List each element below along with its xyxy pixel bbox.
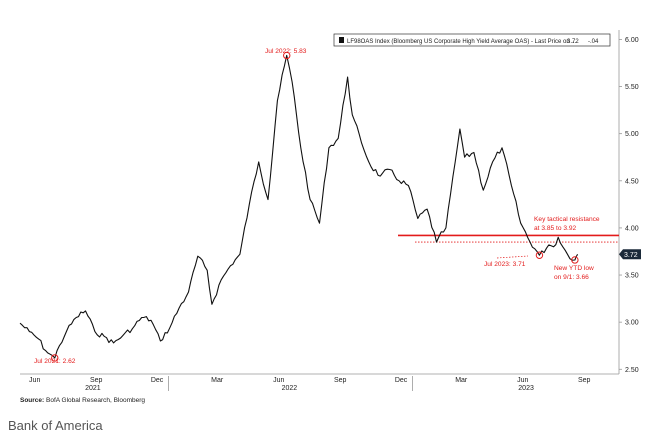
y-tick-label: 5.50 xyxy=(625,84,639,91)
annotations: Jul 2022: 5.83 Jul 2021: 2.62 Jul 2023: … xyxy=(34,48,600,365)
credit-caption: Bank of America xyxy=(8,418,103,433)
source-text: BofA Global Research, Bloomberg xyxy=(46,397,145,404)
y-axis: 6.00 5.50 5.00 4.50 4.00 3.50 3.00 2.50 xyxy=(619,37,639,374)
trough-marker xyxy=(51,354,59,362)
legend-box xyxy=(333,33,611,47)
y-tick-label: 3.00 xyxy=(625,320,639,327)
jul2023-marker xyxy=(535,251,544,259)
x-tick-label: Jun xyxy=(273,377,284,384)
x-tick-label: Jun xyxy=(517,377,528,384)
y-tick-label: 4.00 xyxy=(625,225,639,232)
last-value-tag: 3.72 xyxy=(619,249,641,260)
x-tick-label: Mar xyxy=(455,377,468,384)
ytd-low-label-line2: on 9/1: 3.66 xyxy=(554,274,589,281)
resistance-label-line2: at 3.85 to 3.92 xyxy=(534,225,576,232)
legend: LF98OAS Index (Bloomberg US Corporate Hi… xyxy=(333,33,611,47)
x-tick-label: Sep xyxy=(578,377,591,384)
source-note: Source: BofA Global Research, Bloomberg xyxy=(20,397,145,404)
x-tick-label: Sep xyxy=(334,377,347,384)
resistance-label-line1: Key tactical resistance xyxy=(534,216,600,223)
legend-change: -.04 xyxy=(588,39,599,45)
legend-label: LF98OAS Index (Bloomberg US Corporate Hi… xyxy=(347,39,577,45)
y-tick-label: 5.00 xyxy=(625,131,639,138)
y-tick-label: 6.00 xyxy=(625,37,639,44)
jul2023-leader-line xyxy=(496,255,529,259)
year-label: 2021 xyxy=(85,385,101,392)
x-tick-label: Mar xyxy=(211,377,224,384)
ytd-low-marker xyxy=(571,256,579,264)
series-line xyxy=(19,54,579,359)
last-value-label: 3.72 xyxy=(624,252,638,259)
y-tick-label: 4.50 xyxy=(625,178,639,185)
x-tick-label: Dec xyxy=(395,377,408,384)
peak-marker xyxy=(283,51,291,60)
x-tick-label: Sep xyxy=(90,377,103,384)
source-prefix: Source: xyxy=(20,397,44,404)
peak-label: Jul 2022: 5.83 xyxy=(265,48,307,55)
legend-value: 3.72 xyxy=(567,39,579,45)
year-label: 2022 xyxy=(282,385,298,392)
y-tick-label: 3.50 xyxy=(625,273,639,280)
legend-swatch xyxy=(339,37,344,43)
y-tick-label: 2.50 xyxy=(625,367,639,374)
jul2023-label: Jul 2023: 3.71 xyxy=(484,261,526,268)
x-tick-label: Jun xyxy=(29,377,40,384)
last-value-marker xyxy=(619,249,641,260)
trough-label: Jul 2021: 2.62 xyxy=(34,358,76,365)
ytd-low-label-line1: New YTD low xyxy=(554,265,594,272)
year-label: 2023 xyxy=(518,385,534,392)
x-tick-label: Dec xyxy=(151,377,164,384)
